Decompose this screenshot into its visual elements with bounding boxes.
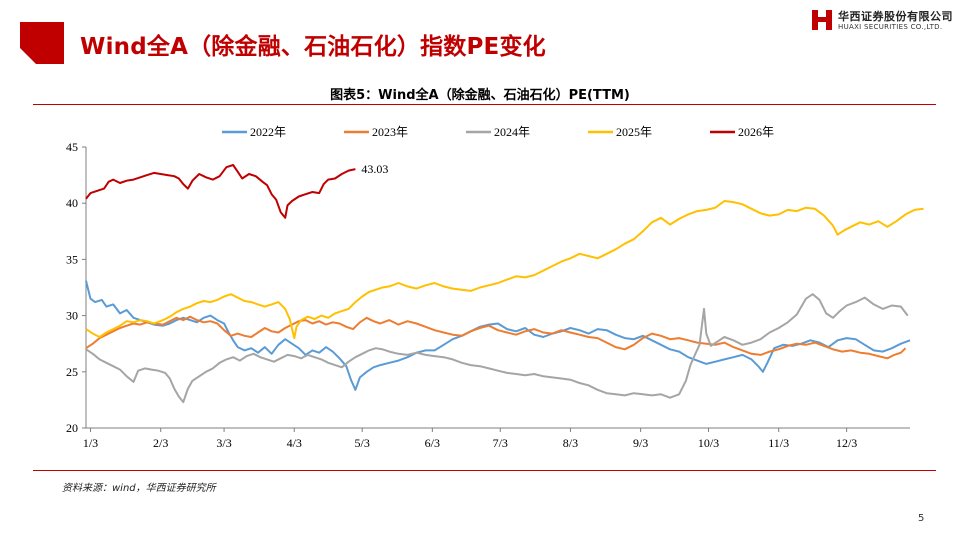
logo-company-cn: 华西证券股份有限公司 bbox=[838, 10, 953, 23]
chart-title: 图表5：Wind全A（除金融、石油石化）PE(TTM) bbox=[330, 88, 630, 103]
huaxi-logo-icon bbox=[812, 10, 832, 30]
title-accent-block bbox=[20, 22, 64, 64]
x-tick-label: 11/3 bbox=[768, 436, 789, 450]
legend-label: 2026年 bbox=[738, 125, 774, 139]
x-tick-label: 5/3 bbox=[355, 436, 370, 450]
chart-legend: 2022年 2023年 2024年 2025年 2026年 bbox=[222, 125, 774, 139]
y-tick-label: 20 bbox=[66, 421, 78, 435]
legend-label: 2022年 bbox=[250, 125, 286, 139]
x-tick-label: 8/3 bbox=[563, 436, 578, 450]
logo-company-en: HUAXI SECURITIES CO.,LTD. bbox=[838, 23, 943, 31]
x-tick-label: 12/3 bbox=[836, 436, 857, 450]
legend-label: 2023年 bbox=[372, 125, 408, 139]
chart-axes: 20 25 30 35 40 45 1/3 2/3 3/3 4/3 5/3 6/3 7/3 8/3 9/3 1… bbox=[66, 140, 910, 450]
x-tick-label: 6/3 bbox=[425, 436, 440, 450]
slide-title: Wind全A（除金融、石油石化）指数PE变化 bbox=[80, 34, 546, 60]
x-tick-label: 10/3 bbox=[698, 436, 719, 450]
y-tick-label: 35 bbox=[66, 252, 78, 266]
source-note: 资料来源：wind，华西证券研究所 bbox=[62, 483, 216, 494]
y-tick-label: 40 bbox=[66, 196, 78, 210]
x-tick-label: 9/3 bbox=[633, 436, 648, 450]
page-number: 5 bbox=[918, 513, 925, 524]
x-tick-label: 7/3 bbox=[493, 436, 508, 450]
last-value-label: 43.03 bbox=[361, 162, 388, 176]
y-tick-label: 30 bbox=[66, 309, 78, 323]
x-tick-label: 3/3 bbox=[216, 436, 231, 450]
chart-series bbox=[85, 164, 924, 404]
y-tick-label: 25 bbox=[66, 365, 78, 379]
series-line-2026 bbox=[85, 164, 356, 219]
company-logo: 华西证券股份有限公司 HUAXI SECURITIES CO.,LTD. bbox=[810, 6, 955, 36]
bottom-divider bbox=[33, 470, 936, 471]
chart-annotations: 43.03 bbox=[361, 162, 388, 176]
legend-label: 2025年 bbox=[616, 125, 652, 139]
series-line-2022 bbox=[85, 280, 911, 391]
y-tick-label: 45 bbox=[66, 140, 78, 154]
legend-label: 2024年 bbox=[494, 125, 530, 139]
top-divider bbox=[33, 104, 936, 105]
series-line-2025 bbox=[85, 200, 924, 340]
series-line-2023 bbox=[85, 315, 907, 360]
series-line-2024 bbox=[85, 293, 909, 404]
x-tick-label: 1/3 bbox=[83, 436, 98, 450]
x-tick-label: 2/3 bbox=[153, 436, 168, 450]
x-tick-label: 4/3 bbox=[287, 436, 302, 450]
